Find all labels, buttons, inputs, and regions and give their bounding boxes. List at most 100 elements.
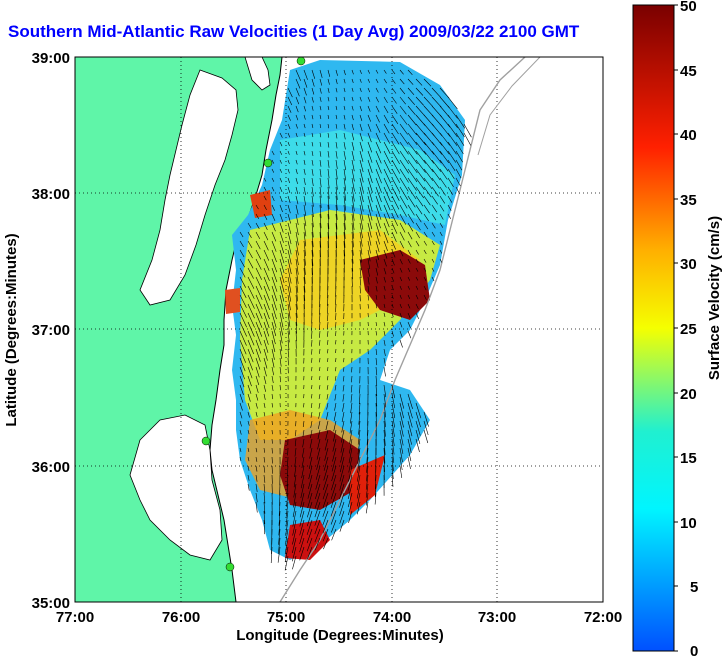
velocity-arrow-icon [343,249,345,265]
velocity-arrow-icon [239,393,244,403]
velocity-arrow-icon [423,294,427,300]
velocity-arrow-icon [279,285,285,302]
velocity-arrow-icon [301,465,305,479]
velocity-arrow-icon [455,168,462,179]
velocity-arrow-icon [323,456,329,471]
velocity-arrow-icon [279,141,283,147]
velocity-arrow-icon [279,240,285,254]
velocity-arrow-icon [335,339,337,345]
velocity-arrow-icon [299,519,305,536]
velocity-arrow-icon [431,231,436,237]
velocity-arrow-icon [295,240,299,256]
x-tick-label: 74:00 [373,609,411,626]
velocity-arrow-icon [314,537,321,551]
velocity-arrow-icon [391,87,397,94]
velocity-arrow-icon [327,123,330,129]
velocity-arrow-icon [247,366,253,379]
velocity-arrow-icon [359,132,363,142]
velocity-arrow-icon [335,348,337,354]
velocity-arrow-icon [356,474,361,491]
velocity-arrow-icon [391,429,395,446]
velocity-arrow-icon [279,330,283,344]
velocity-arrow-icon [423,141,435,155]
velocity-arrow-icon [271,303,277,320]
velocity-arrow-icon [278,501,281,516]
velocity-arrow-icon [350,411,353,424]
velocity-arrow-icon [295,123,298,129]
velocity-arrow-icon [455,141,464,155]
velocity-arrow-icon [447,141,457,155]
velocity-arrow-icon [239,447,242,452]
velocity-arrow-icon [314,528,321,543]
velocity-arrow-icon [335,177,338,190]
velocity-arrow-icon [399,456,403,471]
velocity-arrow-icon [327,186,330,199]
velocity-arrow-icon [303,150,306,156]
velocity-arrow-icon [463,123,472,138]
velocity-arrow-icon [292,519,297,536]
velocity-arrow-icon [303,105,306,112]
velocity-arrow-icon [375,276,378,284]
velocity-arrow-icon [359,384,361,394]
velocity-arrow-icon [383,105,389,114]
colorbar-tick-label: 50 [680,0,697,15]
velocity-arrow-icon [357,429,361,445]
velocity-arrow-icon [399,303,402,309]
velocity-arrow-icon [341,420,345,433]
velocity-arrow-icon [423,168,434,181]
velocity-arrow-icon [247,249,253,259]
velocity-arrows [239,69,472,571]
velocity-arrow-icon [319,150,322,157]
velocity-arrow-icon [318,393,321,399]
velocity-arrow-icon [263,213,268,220]
velocity-arrow-icon [375,168,382,184]
velocity-arrow-icon [357,501,361,515]
velocity-arrow-icon [263,438,265,444]
y-tick-label: 36:00 [32,459,70,476]
velocity-arrow-icon [383,402,386,418]
velocity-arrow-icon [295,195,299,205]
velocity-arrow-icon [311,150,314,156]
velocity-arrow-icon [357,447,361,464]
velocity-arrow-icon [423,249,427,255]
velocity-arrow-icon [311,222,314,238]
velocity-arrow-icon [239,276,246,288]
velocity-arrow-icon [365,474,369,490]
velocity-arrow-icon [271,339,276,353]
velocity-arrow-icon [314,501,321,518]
velocity-arrow-icon [383,447,386,464]
velocity-arrow-icon [335,141,338,149]
velocity-arrow-icon [295,141,298,146]
velocity-arrow-icon [255,366,260,378]
velocity-arrow-icon [287,330,290,343]
velocity-arrow-icon [407,204,415,216]
velocity-arrow-icon [367,123,372,132]
velocity-arrow-icon [367,249,371,262]
velocity-arrow-icon [319,231,322,248]
velocity-arrow-icon [277,546,281,563]
velocity-arrow-icon [316,456,321,470]
velocity-arrow-icon [335,366,337,372]
velocity-arrow-icon [455,114,466,129]
velocity-arrow-icon [255,348,261,362]
velocity-arrow-icon [255,339,262,354]
velocity-arrow-icon [285,528,289,545]
velocity-arrow-icon [271,465,273,474]
velocity-arrow-icon [415,231,420,239]
velocity-arrow-icon [391,276,394,282]
velocity-arrow-icon [316,447,321,460]
velocity-arrow-icon [399,249,404,257]
velocity-arrow-icon [271,312,277,328]
velocity-arrow-icon [375,150,382,164]
velocity-arrow-icon [375,321,377,327]
velocity-arrow-icon [383,186,391,202]
velocity-arrow-icon [263,519,265,535]
velocity-arrow-icon [367,267,370,277]
velocity-arrow-icon [239,312,247,328]
velocity-arrow-icon [447,114,458,128]
velocity-arrow-icon [367,159,373,173]
velocity-arrow-icon [239,303,247,318]
velocity-arrow-icon [339,456,345,473]
velocity-arrow-icon [423,78,432,87]
velocity-arrow-icon [271,393,274,400]
